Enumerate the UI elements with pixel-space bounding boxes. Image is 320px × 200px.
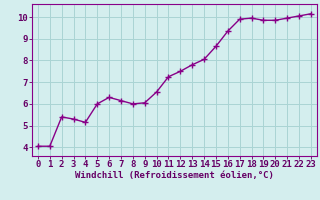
X-axis label: Windchill (Refroidissement éolien,°C): Windchill (Refroidissement éolien,°C) <box>75 171 274 180</box>
